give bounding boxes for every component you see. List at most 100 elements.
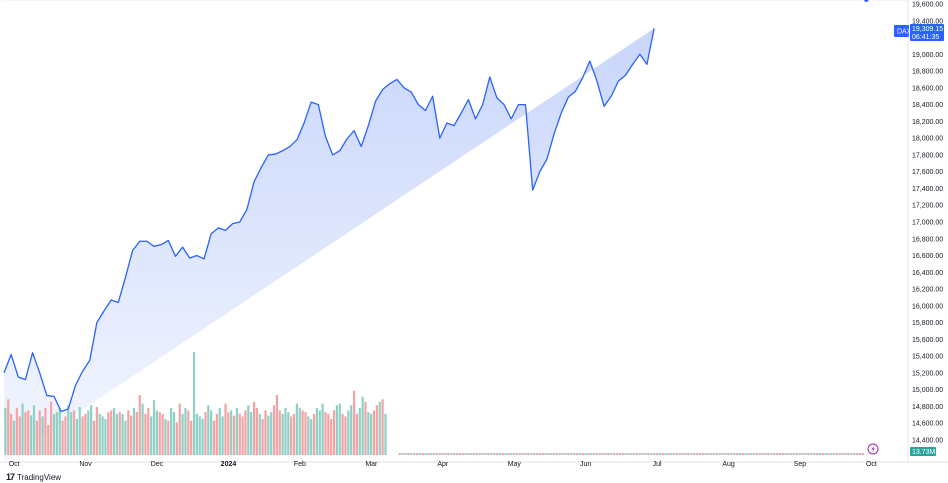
volume-bar bbox=[518, 453, 521, 455]
volume-bar bbox=[130, 415, 133, 455]
volume-bar bbox=[12, 420, 16, 455]
volume-bar bbox=[290, 416, 293, 455]
volume-bar bbox=[587, 453, 590, 455]
volume-bar bbox=[67, 405, 70, 455]
price-tick-label: 15,000.00 bbox=[912, 387, 943, 394]
price-badge-value: 19,309.15 bbox=[912, 26, 943, 33]
volume-bar bbox=[547, 453, 550, 455]
volume-bar bbox=[227, 412, 230, 455]
volume-bar bbox=[98, 413, 101, 455]
volume-bar bbox=[50, 401, 53, 455]
volume-bar bbox=[441, 453, 444, 455]
volume-bar bbox=[807, 453, 810, 455]
price-tick-label: 19,400.00 bbox=[912, 18, 943, 25]
volume-bar bbox=[212, 420, 216, 455]
volume-bar bbox=[724, 453, 727, 455]
volume-bar bbox=[773, 453, 776, 455]
price-tick-label: 19,600.00 bbox=[912, 2, 943, 9]
volume-bar bbox=[715, 453, 719, 455]
volume-bar bbox=[761, 453, 764, 455]
volume-bar bbox=[510, 453, 513, 455]
volume-bar bbox=[778, 453, 781, 455]
volume-badge-bg bbox=[910, 447, 936, 456]
volume-bar bbox=[678, 453, 681, 455]
volume-bar bbox=[598, 453, 601, 455]
volume-bar bbox=[830, 453, 833, 455]
volume-bar bbox=[775, 453, 779, 455]
volume-bar bbox=[101, 416, 104, 455]
time-tick-label: Jun bbox=[580, 461, 591, 468]
volume-bar bbox=[232, 415, 236, 455]
volume-bar bbox=[698, 453, 701, 455]
volume-bar bbox=[272, 405, 276, 455]
volume-bar bbox=[275, 395, 278, 455]
volume-bar bbox=[707, 453, 710, 455]
volume-bar bbox=[35, 420, 38, 455]
volume-bar bbox=[447, 453, 450, 455]
price-tick-label: 14,400.00 bbox=[912, 438, 943, 445]
volume-bar bbox=[378, 401, 381, 455]
volume-bar bbox=[284, 407, 287, 455]
volume-bar bbox=[84, 413, 87, 455]
volume-bar bbox=[841, 453, 844, 455]
volume-bar bbox=[27, 410, 30, 455]
volume-bar bbox=[558, 453, 561, 455]
volume-bar bbox=[241, 416, 244, 455]
volume-bar bbox=[758, 453, 761, 455]
volume-bar bbox=[813, 453, 816, 455]
volume-bar bbox=[261, 419, 264, 455]
tradingview-branding[interactable]: 17 TradingView bbox=[6, 471, 61, 483]
volume-bar bbox=[264, 410, 267, 455]
price-badge-symbol-bg bbox=[894, 25, 909, 37]
volume-bar bbox=[515, 453, 519, 455]
volume-bar bbox=[650, 453, 653, 455]
volume-bar bbox=[438, 453, 441, 455]
volume-bar bbox=[767, 453, 770, 455]
lightning-icon[interactable] bbox=[867, 443, 879, 455]
volume-bar bbox=[92, 420, 96, 455]
volume-bar bbox=[90, 405, 93, 455]
volume-bar bbox=[727, 453, 730, 455]
price-tick-label: 14,800.00 bbox=[912, 404, 943, 411]
price-tick-label: 18,000.00 bbox=[912, 136, 943, 143]
volume-bar bbox=[318, 410, 321, 455]
volume-bar bbox=[15, 407, 18, 455]
volume-bar bbox=[673, 453, 676, 455]
price-badge-bg bbox=[910, 24, 944, 41]
volume-bar bbox=[207, 405, 210, 455]
volume-bar bbox=[158, 412, 161, 455]
volume-bar bbox=[310, 419, 313, 455]
volume-bar bbox=[252, 401, 256, 455]
volume-bar bbox=[350, 405, 353, 455]
volume-bar bbox=[235, 407, 238, 455]
volume-bar bbox=[410, 453, 413, 455]
volume-bar bbox=[618, 453, 621, 455]
price-tick-label: 18,600.00 bbox=[912, 85, 943, 92]
volume-bar bbox=[432, 453, 436, 455]
price-tick-label: 16,200.00 bbox=[912, 287, 943, 294]
volume-bar bbox=[721, 453, 724, 455]
volume-bar bbox=[853, 453, 856, 455]
volume-bar bbox=[638, 453, 641, 455]
volume-bar bbox=[821, 453, 824, 455]
volume-bar bbox=[452, 453, 456, 455]
volume-bar bbox=[72, 410, 76, 455]
volume-bar bbox=[267, 415, 270, 455]
time-tick-label: Dec bbox=[151, 461, 164, 468]
volume-bar bbox=[338, 403, 341, 455]
price-tick-label: 16,800.00 bbox=[912, 236, 943, 243]
volume-badge-value: 13.73M bbox=[912, 449, 936, 456]
volume-bar bbox=[738, 453, 741, 455]
volume-bar bbox=[375, 405, 379, 455]
volume-bar bbox=[801, 453, 804, 455]
volume-bar bbox=[544, 453, 547, 455]
time-axis[interactable]: Oct Nov Dec 2024 Feb Mar Apr May Jun Jul Aug Sep Oct bbox=[9, 461, 877, 468]
volume-bar bbox=[230, 410, 233, 455]
volume-bar bbox=[198, 416, 201, 455]
volume-bar bbox=[835, 453, 839, 455]
volume-bar bbox=[4, 407, 7, 455]
time-tick-label: Mar bbox=[365, 461, 378, 468]
volume-bar bbox=[41, 416, 44, 455]
volume-bar bbox=[192, 352, 196, 455]
